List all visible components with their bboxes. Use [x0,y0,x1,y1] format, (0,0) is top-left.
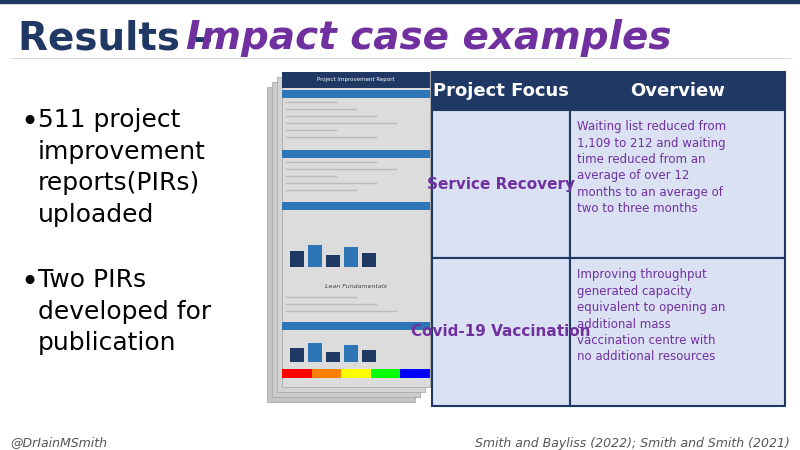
Bar [570,258,785,406]
Bar [326,351,340,362]
Text: Project Improvement Report: Project Improvement Report [318,77,394,82]
Text: Lean Fundamentals: Lean Fundamentals [325,284,387,289]
Bar [344,345,358,362]
Text: Waiting list reduced from
1,109 to 212 and waiting
time reduced from an
average : Waiting list reduced from 1,109 to 212 a… [577,120,726,216]
Text: •: • [20,108,38,137]
Text: Results –: Results – [18,19,226,57]
Bar [308,343,322,362]
Text: Impact case examples: Impact case examples [186,19,671,57]
Bar [282,72,430,88]
Bar [362,253,376,267]
Text: @DrIainMSmith: @DrIainMSmith [10,436,107,450]
Bar [0,0,800,3]
Bar [282,150,430,158]
Bar [282,72,430,387]
Bar [282,202,430,210]
Bar [290,251,304,267]
Text: Improving throughput
generated capacity
equivalent to opening an
additional mass: Improving throughput generated capacity … [577,268,726,364]
Bar [570,110,785,258]
Bar [341,369,371,378]
Text: Service Recovery: Service Recovery [427,176,575,192]
Bar [290,348,304,362]
Bar [326,255,340,267]
Bar [362,350,376,362]
Text: 511 project
improvement
reports(PIRs)
uploaded: 511 project improvement reports(PIRs) up… [38,108,206,227]
Bar [312,369,342,378]
Bar [272,82,420,397]
Text: Two PIRs
developed for
publication: Two PIRs developed for publication [38,268,211,355]
Text: Covid-19 Vaccination: Covid-19 Vaccination [411,324,590,339]
Bar [432,110,570,258]
Bar [308,245,322,267]
Text: Smith and Bayliss (2022); Smith and Smith (2021): Smith and Bayliss (2022); Smith and Smit… [475,436,790,450]
Text: Overview: Overview [630,82,725,100]
Bar [432,72,570,110]
Bar [282,369,312,378]
Bar [371,369,401,378]
Bar [282,90,430,98]
Text: •: • [20,268,38,297]
Bar [400,369,430,378]
Bar [282,322,430,330]
Bar [432,258,570,406]
Bar [344,247,358,267]
Text: Project Focus: Project Focus [433,82,569,100]
Bar [277,77,425,392]
Bar [267,87,415,402]
Bar [570,72,785,110]
